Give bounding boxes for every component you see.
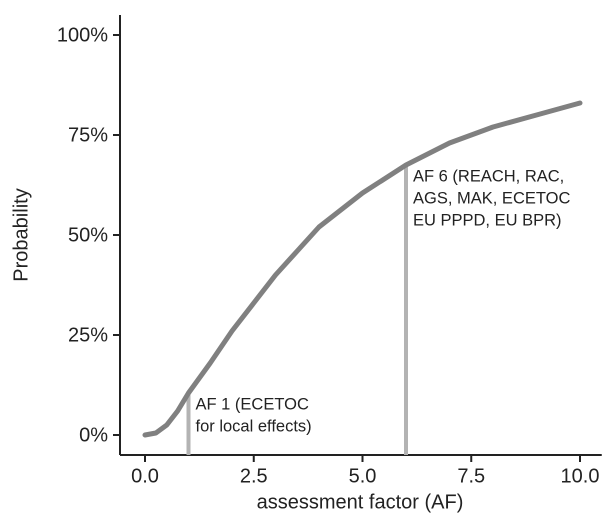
x-tick-label: 5.0 xyxy=(349,465,377,487)
annotation: for local effects) xyxy=(196,417,312,435)
annotation: AF 1 (ECETOC xyxy=(196,395,309,413)
y-axis-title: Probability xyxy=(10,188,32,281)
annotation: EU PPPD, EU BPR) xyxy=(413,211,562,229)
y-tick-label: 100% xyxy=(57,24,108,46)
x-tick-label: 0.0 xyxy=(131,465,159,487)
y-tick-label: 25% xyxy=(68,324,108,346)
x-tick-label: 2.5 xyxy=(240,465,268,487)
y-tick-label: 50% xyxy=(68,224,108,246)
line-series xyxy=(142,100,583,438)
x-axis-title: assessment factor (AF) xyxy=(257,491,464,513)
x-tick-label: 7.5 xyxy=(457,465,485,487)
annotation: AF 6 (REACH, RAC, xyxy=(413,167,564,185)
y-tick-label: 75% xyxy=(68,124,108,146)
annotation: AGS, MAK, ECETOC xyxy=(413,189,570,207)
y-tick-label: 0% xyxy=(79,424,108,446)
x-tick-label: 10.0 xyxy=(561,465,600,487)
